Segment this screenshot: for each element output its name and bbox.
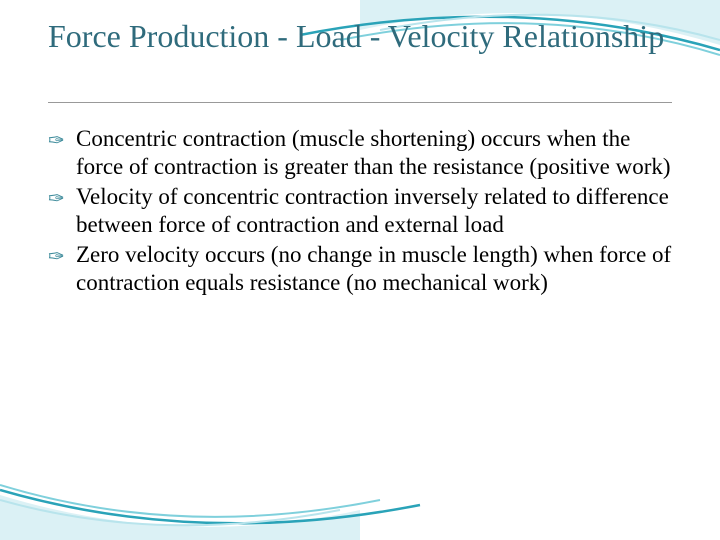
bullet-item: ✑ Velocity of concentric contraction inv…	[48, 183, 680, 239]
slide-body: ✑ Concentric contraction (muscle shorten…	[48, 125, 680, 299]
bullet-text: Concentric contraction (muscle shortenin…	[76, 125, 680, 181]
slide-title: Force Production - Load - Velocity Relat…	[48, 18, 672, 55]
bullet-glyph-icon: ✑	[48, 241, 76, 269]
wave-decoration-bottom	[0, 450, 720, 540]
bullet-glyph-icon: ✑	[48, 183, 76, 211]
bullet-glyph-icon: ✑	[48, 125, 76, 153]
title-underline	[48, 102, 672, 103]
bullet-text: Zero velocity occurs (no change in muscl…	[76, 241, 680, 297]
bullet-item: ✑ Zero velocity occurs (no change in mus…	[48, 241, 680, 297]
bullet-text: Velocity of concentric contraction inver…	[76, 183, 680, 239]
bullet-item: ✑ Concentric contraction (muscle shorten…	[48, 125, 680, 181]
slide-container: Force Production - Load - Velocity Relat…	[0, 0, 720, 540]
